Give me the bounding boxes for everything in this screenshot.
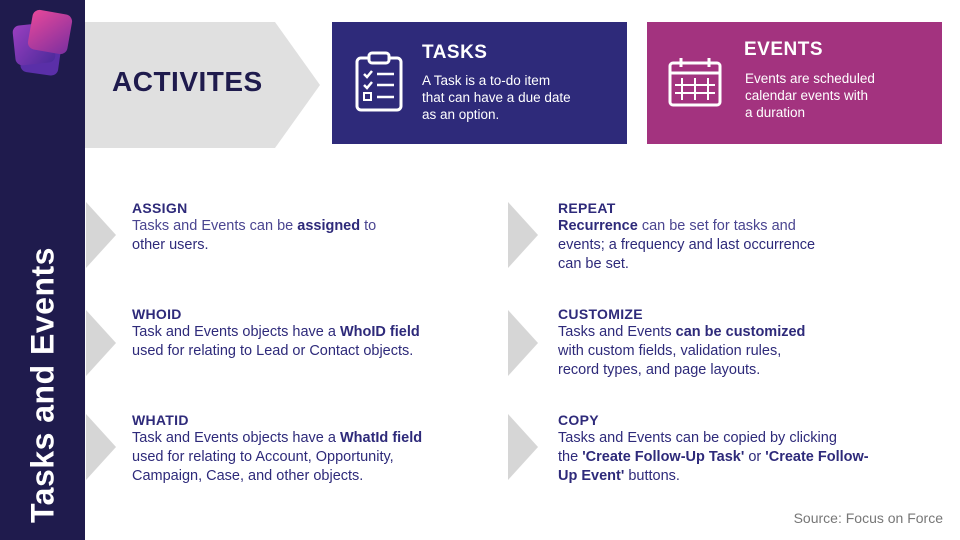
activities-arrow [85,22,320,148]
tasks-description: A Task is a to-do item that can have a d… [422,73,571,122]
tasks-box: TASKS A Task is a to-do item that can ha… [332,22,627,144]
chevron-right-icon [508,414,538,480]
events-box: EVENTS Events are scheduled calendar eve… [647,22,942,144]
assign-heading: ASSIGN [132,200,188,216]
customize-heading: CUSTOMIZE [558,306,643,322]
customize-section: CUSTOMIZE Tasks and Events can be custom… [558,305,928,380]
whatid-section: WHATID Task and Events objects have a Wh… [132,411,502,486]
source-caption: Source: Focus on Force [793,510,943,526]
events-description: Events are scheduled calendar events wit… [745,71,875,120]
clipboard-checklist-icon [355,51,403,112]
chevron-right-icon [508,202,538,268]
chevron-right-icon [86,202,116,268]
chevron-right-icon [508,310,538,376]
whoid-section: WHOID Task and Events objects have a Who… [132,305,502,361]
repeat-heading: REPEAT [558,200,616,216]
app-logo-icon [12,9,73,76]
assign-section: ASSIGN Tasks and Events can be assigned … [132,199,502,255]
calendar-icon [668,58,722,107]
sidebar: Tasks and Events [0,0,85,540]
whatid-heading: WHATID [132,412,189,428]
chevron-right-icon [86,310,116,376]
copy-heading: COPY [558,412,599,428]
sidebar-title: Tasks and Events [24,247,61,523]
whoid-heading: WHOID [132,306,182,322]
chevron-right-icon [86,414,116,480]
tasks-title: TASKS [422,42,488,63]
activities-heading: ACTIVITES [112,66,263,97]
repeat-section: REPEAT Recurrence can be set for tasks a… [558,199,928,274]
copy-section: COPY Tasks and Events can be copied by c… [558,411,928,486]
events-title: EVENTS [744,39,824,60]
